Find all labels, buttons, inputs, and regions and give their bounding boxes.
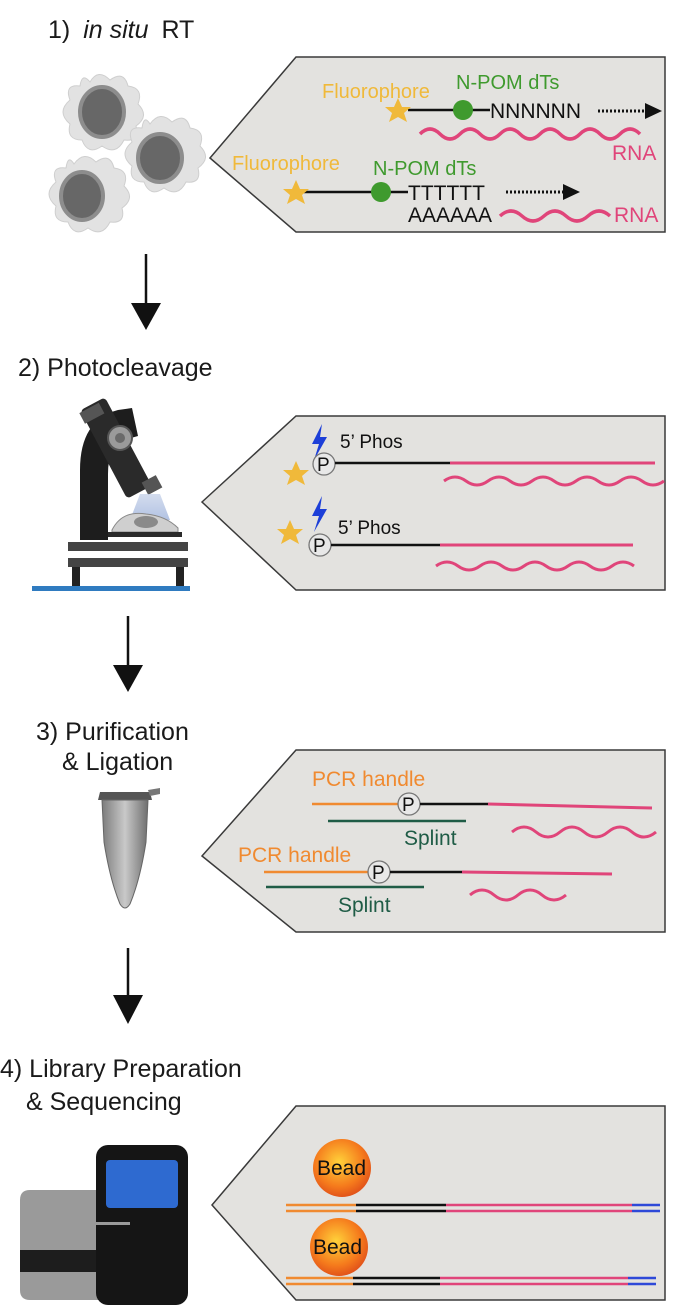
microscope-icon: [32, 398, 190, 591]
random-seq-label: NNNNNN: [490, 100, 581, 123]
poly-a-label: AAAAAA: [408, 204, 492, 227]
step4-title-line1: 4) Library Preparation: [0, 1055, 242, 1083]
npom-bead-icon: [453, 100, 473, 120]
oligo-t-label: TTTTTT: [408, 182, 485, 205]
cell: [62, 74, 144, 151]
rna-wave: [498, 209, 612, 223]
cells-illustration: [48, 74, 206, 233]
fluorophore-label: Fluorophore: [322, 81, 430, 103]
npom-bead-icon: [371, 182, 391, 202]
phos-label: 5’ Phos: [338, 518, 401, 539]
panel1-row1: Fluorophore N-POM dTs NNNNNN RNA: [322, 72, 662, 165]
phos-label: 5’ Phos: [340, 432, 403, 453]
cdna-extension: [461, 870, 613, 876]
step1-title-italic: in situ: [83, 16, 148, 44]
splint-label: Splint: [404, 827, 457, 850]
zoom-panel-1: [208, 56, 666, 233]
panel3-row1: PCR handle P Splint: [312, 768, 657, 850]
pcr-handle-label: PCR handle: [312, 768, 425, 791]
uv-bolt-icon: [312, 496, 327, 532]
fluorophore-star-icon: [277, 520, 303, 544]
step1-title-rest: RT: [161, 16, 194, 44]
bead-icon: [310, 1218, 368, 1276]
rna-wave: [511, 825, 657, 839]
panel1-row2: Fluorophore N-POM dTs TTTTTT AAAAAA RNA: [232, 153, 658, 227]
uv-bolt-icon: [312, 424, 327, 460]
arrow-head-icon: [563, 184, 580, 200]
splint-label: Splint: [338, 894, 391, 917]
rna-wave: [443, 475, 665, 487]
zoom-panel-2: [200, 415, 666, 591]
bead-label: Bead: [317, 1157, 366, 1180]
step2-title: 2) Photocleavage: [18, 354, 213, 382]
rna-wave: [469, 888, 567, 902]
fluorophore-star-icon: [283, 180, 309, 204]
panel3-row2: PCR handle P Splint: [238, 844, 613, 917]
step-arrow: [113, 616, 143, 692]
fluorophore-star-icon: [385, 98, 411, 122]
nucleus: [136, 132, 184, 184]
step3-title-line1: 3) Purification: [36, 718, 189, 746]
step1-number: 1): [48, 16, 70, 44]
panel2-row1: P 5’ Phos: [283, 424, 665, 487]
phosphate-label: P: [372, 863, 385, 884]
rna-wave: [435, 560, 635, 572]
bead-label: Bead: [313, 1236, 362, 1259]
fluorophore-label: Fluorophore: [232, 153, 340, 175]
npom-label: N-POM dTs: [373, 158, 476, 180]
zoom-panel-4: [211, 1105, 666, 1301]
rna-label: RNA: [612, 142, 656, 165]
cell: [124, 116, 206, 193]
panel4-row2: Bead: [286, 1218, 656, 1286]
sequencer-icon: [20, 1145, 188, 1305]
panel4-row1: Bead: [286, 1139, 660, 1213]
step-arrow: [113, 948, 143, 1024]
pcr-handle-label: PCR handle: [238, 844, 351, 867]
step-arrow: [131, 254, 161, 330]
nucleus: [59, 170, 105, 222]
arrow-head-icon: [645, 103, 662, 119]
npom-label: N-POM dTs: [456, 72, 559, 94]
bead-icon: [313, 1139, 371, 1197]
phosphate-label: P: [317, 455, 330, 476]
step1-title: 1) in situ RT: [48, 16, 194, 44]
nucleus: [78, 85, 126, 139]
step3-title-line2: & Ligation: [62, 748, 173, 776]
fluorophore-star-icon: [283, 461, 309, 485]
bench: [32, 586, 190, 591]
panel2-row2: P 5’ Phos: [277, 496, 635, 572]
rna-wave: [418, 127, 642, 141]
phosphate-label: P: [313, 536, 326, 557]
rna-label: RNA: [614, 204, 658, 227]
cell: [48, 156, 130, 233]
cdna-extension: [487, 802, 653, 810]
phosphate-label: P: [402, 795, 415, 816]
tube-icon: [98, 788, 160, 909]
step4-title-line2: & Sequencing: [26, 1088, 182, 1116]
